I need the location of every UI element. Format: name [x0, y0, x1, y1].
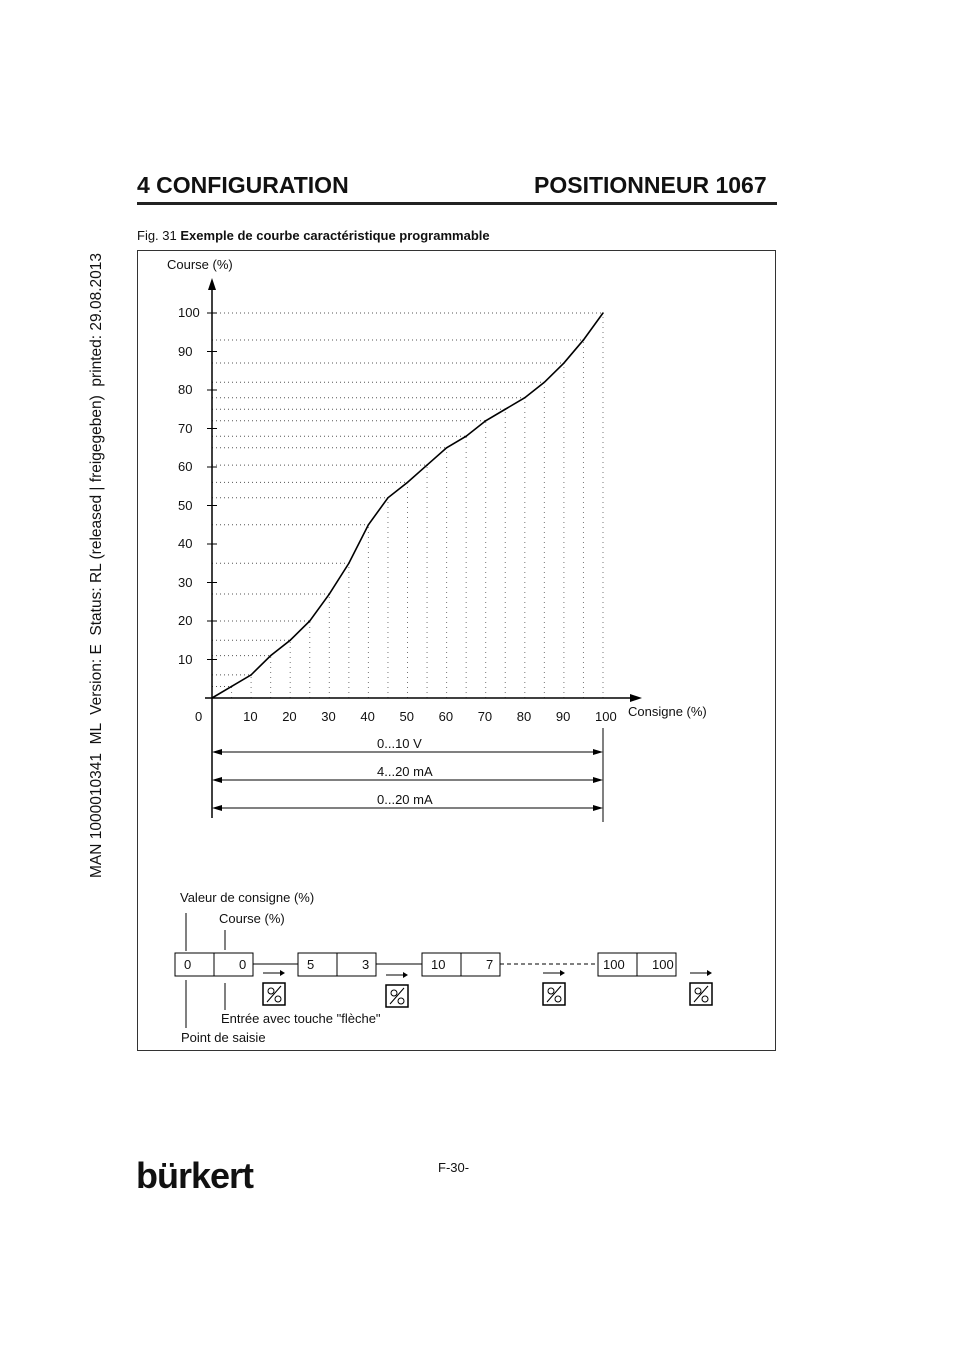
- key-glyph: [266, 985, 282, 1003]
- arrow-head: [707, 970, 712, 976]
- x-tick-label: 100: [595, 709, 617, 724]
- entry-point-label: Point de saisie: [181, 1030, 266, 1045]
- setpoint-value: 100: [603, 957, 625, 972]
- x-tick-label: 0: [195, 709, 203, 724]
- x-tick-label: 20: [282, 709, 297, 724]
- data-point: [563, 362, 565, 364]
- range-label: 0...20 mA: [377, 792, 433, 807]
- product-title: POSITIONNEUR 1067: [534, 172, 767, 198]
- range-label: 4...20 mA: [377, 764, 433, 779]
- data-point: [445, 446, 448, 449]
- course-value: 7: [486, 957, 494, 972]
- data-point: [269, 654, 272, 657]
- x-tick-label: 70: [477, 709, 493, 724]
- data-point: [308, 620, 311, 622]
- course-label: Course (%): [219, 911, 285, 926]
- key-glyph: [389, 987, 405, 1005]
- characteristic-curve: [211, 312, 604, 699]
- key-glyph: [693, 985, 709, 1003]
- data-point: [230, 685, 233, 688]
- header-rule: [137, 202, 777, 205]
- data-point: [484, 420, 487, 422]
- y-tick-label: 70: [178, 420, 193, 436]
- data-point: [348, 562, 350, 565]
- data-point: [504, 408, 507, 411]
- setpoint-value: 5: [307, 957, 315, 972]
- x-axis-label: Consigne (%): [628, 704, 707, 719]
- page-number: F-30-: [438, 1160, 470, 1175]
- arrow-key-label: Entrée avec touche "flèche": [221, 1011, 381, 1026]
- data-point: [465, 435, 467, 438]
- range-label: 0...10 V: [377, 736, 422, 751]
- key-glyph: [390, 989, 398, 997]
- y-tick-label: 60: [178, 459, 193, 474]
- x-tick-label: 60: [438, 709, 454, 724]
- key-glyph: [701, 995, 709, 1003]
- y-tick-label: 100: [178, 305, 200, 320]
- data-point: [289, 639, 292, 642]
- y-tick-label: 50: [178, 497, 193, 513]
- x-tick-label: 10: [243, 709, 258, 724]
- y-tick-label: 90: [178, 343, 193, 359]
- key-glyph: [397, 997, 405, 1005]
- range-arrow-head: [212, 805, 222, 811]
- x-tick-label: 40: [360, 709, 375, 724]
- data-point: [524, 396, 526, 399]
- key-glyph: [546, 985, 562, 1003]
- y-tick-label: 40: [178, 536, 193, 551]
- y-tick-label: 30: [178, 574, 193, 590]
- arrow-head: [280, 970, 285, 976]
- figure-title: Exemple de courbe caractéristique progra…: [180, 228, 490, 243]
- range-arrow-head: [593, 777, 603, 783]
- burkert-logo: bürkert: [136, 1155, 254, 1196]
- data-point: [582, 339, 585, 341]
- section-title: 4 CONFIGURATION: [137, 172, 349, 198]
- y-axis-label: Course (%): [167, 257, 233, 272]
- arrow-head: [560, 970, 565, 976]
- key-glyph: [547, 987, 555, 995]
- figure-number: Fig. 31: [137, 228, 177, 243]
- arrow-head: [403, 972, 408, 978]
- key-glyph: [274, 995, 282, 1003]
- data-point: [426, 464, 428, 466]
- range-arrow-head: [212, 777, 222, 783]
- figure-frame: [137, 250, 776, 1051]
- data-point: [602, 312, 604, 314]
- range-arrow-head: [212, 749, 222, 755]
- range-arrow-head: [593, 805, 603, 811]
- data-point: [328, 593, 331, 595]
- setpoint-value: 10: [431, 957, 446, 972]
- setpoint-value: 0: [184, 957, 192, 972]
- figure-caption: Fig. 31 Exemple de courbe caractéristiqu…: [137, 228, 490, 243]
- data-point: [406, 481, 409, 484]
- x-tick-label: 30: [321, 709, 336, 724]
- x-axis-arrow: [630, 694, 642, 702]
- setpoint-label: Valeur de consigne (%): [180, 890, 315, 905]
- y-axis-arrow: [208, 278, 216, 290]
- key-glyph: [694, 987, 702, 995]
- x-tick-label: 90: [555, 709, 571, 724]
- data-point: [367, 523, 370, 526]
- data-point: [211, 697, 213, 699]
- x-tick-label: 80: [516, 709, 532, 724]
- course-value: 0: [239, 957, 247, 972]
- data-point: [250, 674, 252, 676]
- key-glyph: [267, 987, 275, 995]
- range-arrow-head: [593, 749, 603, 755]
- course-value: 3: [362, 957, 370, 972]
- key-glyph: [554, 995, 562, 1003]
- y-tick-label: 80: [178, 382, 193, 397]
- y-tick-label: 10: [178, 651, 193, 667]
- y-tick-label: 20: [178, 613, 193, 628]
- data-point: [543, 381, 546, 384]
- x-tick-label: 50: [399, 709, 414, 724]
- course-value: 100: [652, 957, 674, 972]
- data-point: [387, 497, 389, 499]
